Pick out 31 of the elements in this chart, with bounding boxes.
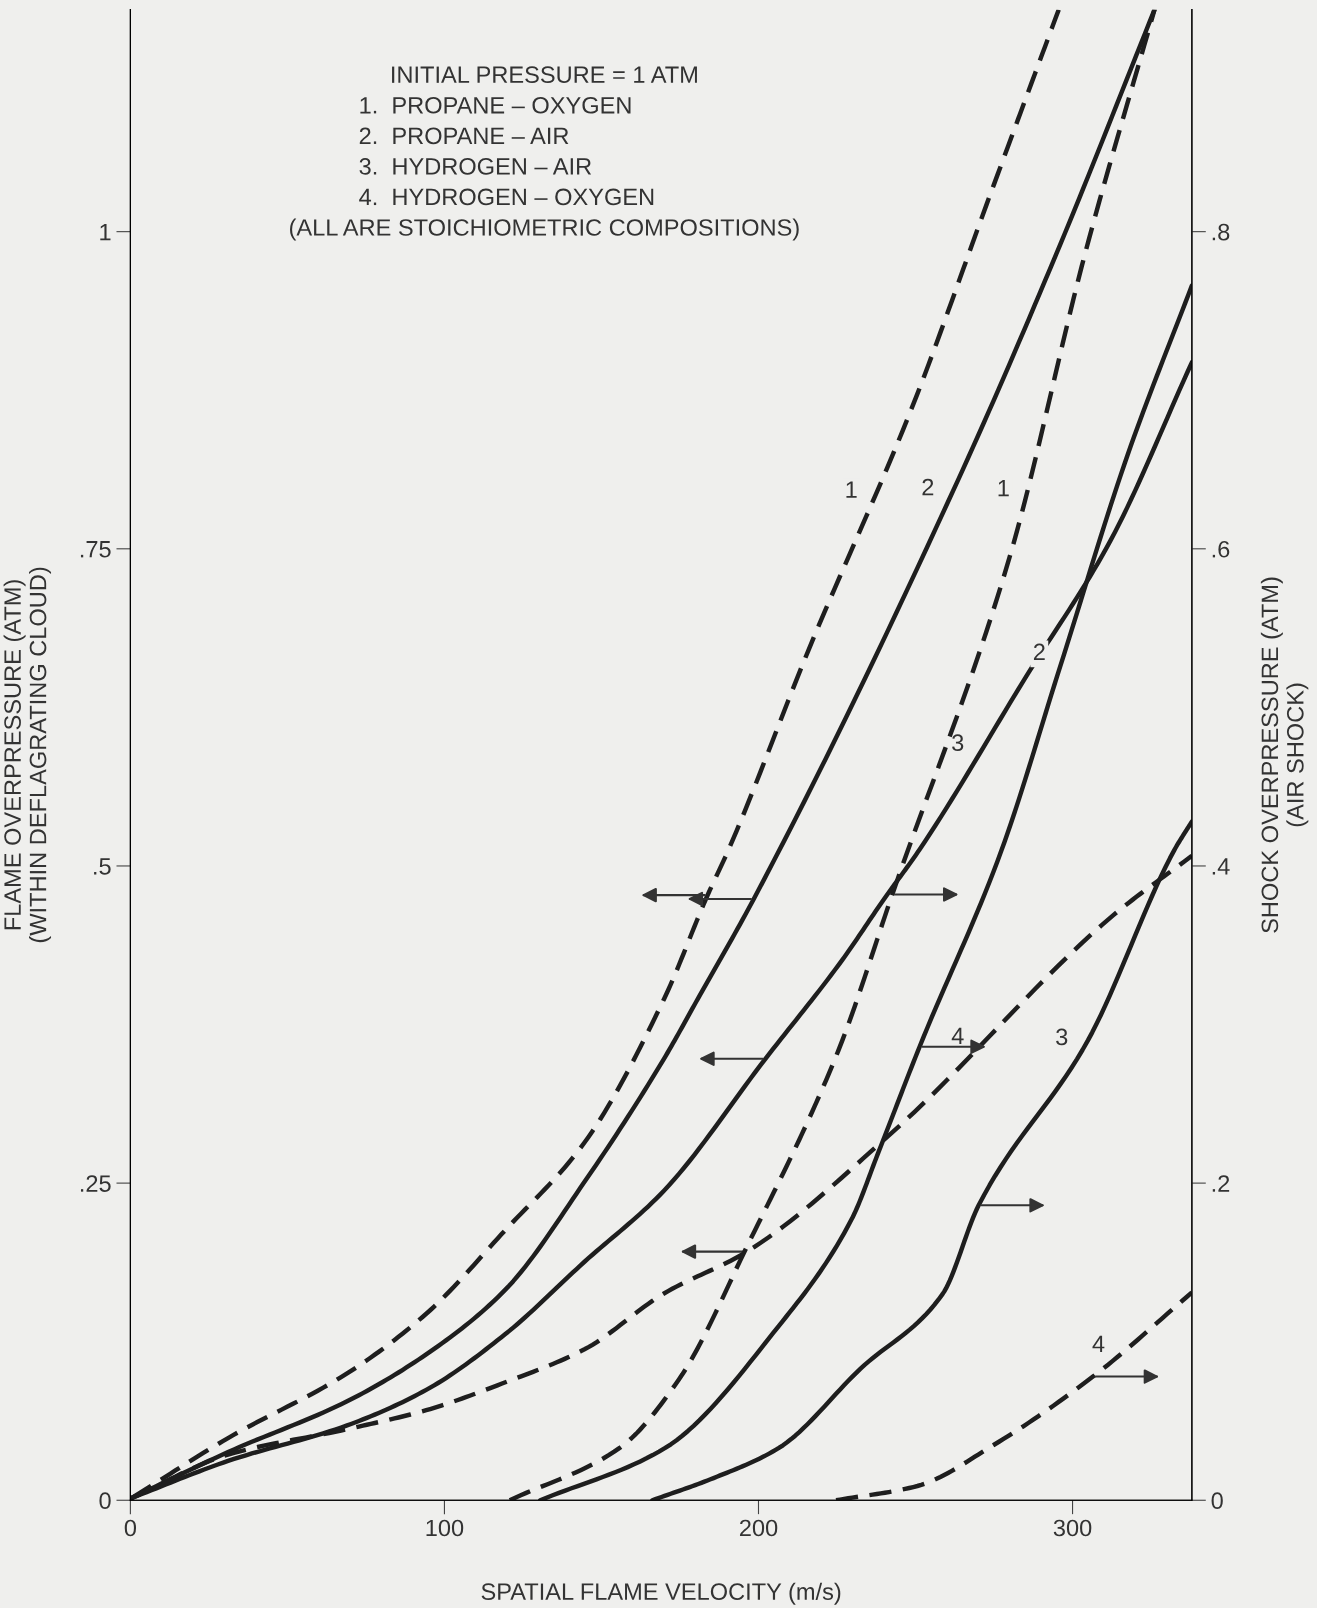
- y2-axis-title: SHOCK OVERPRESSURE (ATM) (AIR SHOCK): [1260, 577, 1309, 933]
- x-tick-label: 0: [124, 1519, 137, 1537]
- annotation: 4. HYDROGEN – OXYGEN: [359, 188, 654, 206]
- annotation: 4: [1092, 1335, 1105, 1353]
- y2-tick-label: 0: [1211, 1492, 1223, 1510]
- x-tick-label: 200: [739, 1519, 778, 1537]
- x-tick-label: 300: [1053, 1519, 1092, 1537]
- y-axis-title: FLAME OVERPRESSURE (ATM) (WITHIN DEFLAGRATING CLOUD): [3, 567, 52, 943]
- y-tick-label: 1: [100, 223, 111, 241]
- y2-tick-label: .6: [1212, 540, 1230, 558]
- annotation: (ALL ARE STOICHIOMETRIC COMPOSITIONS): [290, 218, 799, 241]
- y-tick-label: 0: [99, 1492, 111, 1510]
- annotation: 1: [998, 480, 1009, 497]
- annotation: 3: [952, 734, 964, 752]
- annotation: 1: [846, 481, 857, 498]
- annotation: 3: [1056, 1028, 1068, 1046]
- annotation: 2: [1033, 643, 1045, 660]
- y2-tick-label: .4: [1212, 858, 1230, 875]
- y-tick-label: .25: [80, 1175, 111, 1192]
- y2-tick-label: .2: [1212, 1175, 1230, 1192]
- annotation: 4: [951, 1027, 964, 1044]
- annotation: 2. PROPANE – AIR: [359, 127, 569, 145]
- y-tick-label: .75: [80, 541, 111, 558]
- x-tick-label: 100: [426, 1519, 464, 1537]
- annotation: 2: [922, 478, 934, 496]
- x-axis-title: SPATIAL FLAME VELOCITY (m/s): [481, 1582, 841, 1605]
- y2-tick-label: .8: [1212, 223, 1230, 241]
- annotation: 3. HYDROGEN – AIR: [359, 158, 592, 175]
- annotation: 1. PROPANE – OXYGEN: [360, 96, 631, 114]
- annotation: INITIAL PRESSURE = 1 ATM: [392, 66, 697, 84]
- y-tick-label: .5: [94, 858, 111, 875]
